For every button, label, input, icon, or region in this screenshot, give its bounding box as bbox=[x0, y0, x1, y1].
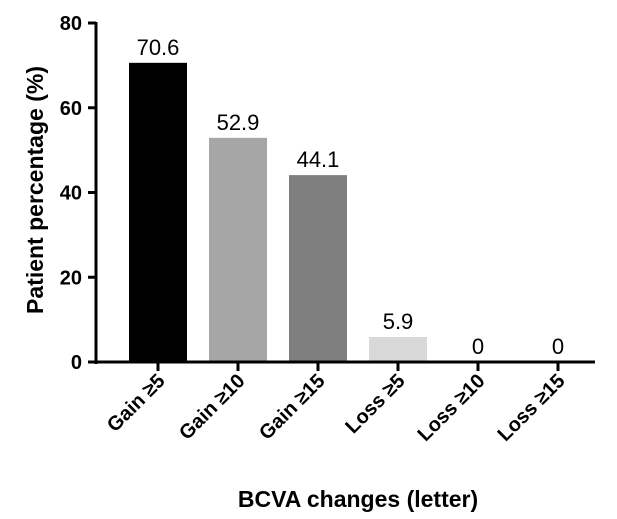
bar bbox=[129, 62, 187, 363]
y-tick-label: 20 bbox=[60, 267, 82, 289]
y-tick-label: 60 bbox=[60, 98, 82, 120]
data-label: 0 bbox=[552, 334, 564, 359]
bar bbox=[289, 175, 347, 362]
y-axis-title: Patient percentage (%) bbox=[22, 66, 48, 314]
y-tick-label: 40 bbox=[60, 183, 82, 205]
bar bbox=[369, 336, 427, 362]
data-label: 52.9 bbox=[217, 110, 260, 135]
y-tick-label: 80 bbox=[60, 13, 82, 35]
x-category-label: Loss ≥15 bbox=[494, 370, 570, 446]
x-category-label: Gain ≥15 bbox=[255, 370, 329, 444]
x-category-label: Loss ≥5 bbox=[341, 370, 409, 438]
data-label: 5.9 bbox=[383, 309, 414, 334]
y-tick-label: 0 bbox=[71, 352, 82, 374]
x-category-label: Gain ≥10 bbox=[175, 370, 249, 444]
x-axis-title: BCVA changes (letter) bbox=[238, 486, 478, 512]
plot-area: 0 20 40 60 80 70.6 Gain ≥5 52.9 Gain ≥10 44.1 Gain… bbox=[60, 13, 595, 446]
x-category-label: Loss ≥10 bbox=[414, 370, 490, 446]
bar bbox=[209, 137, 267, 362]
data-label: 44.1 bbox=[297, 147, 340, 172]
data-label: 70.6 bbox=[137, 35, 180, 60]
x-category-label: Gain ≥5 bbox=[103, 370, 170, 437]
data-label: 0 bbox=[472, 334, 484, 359]
